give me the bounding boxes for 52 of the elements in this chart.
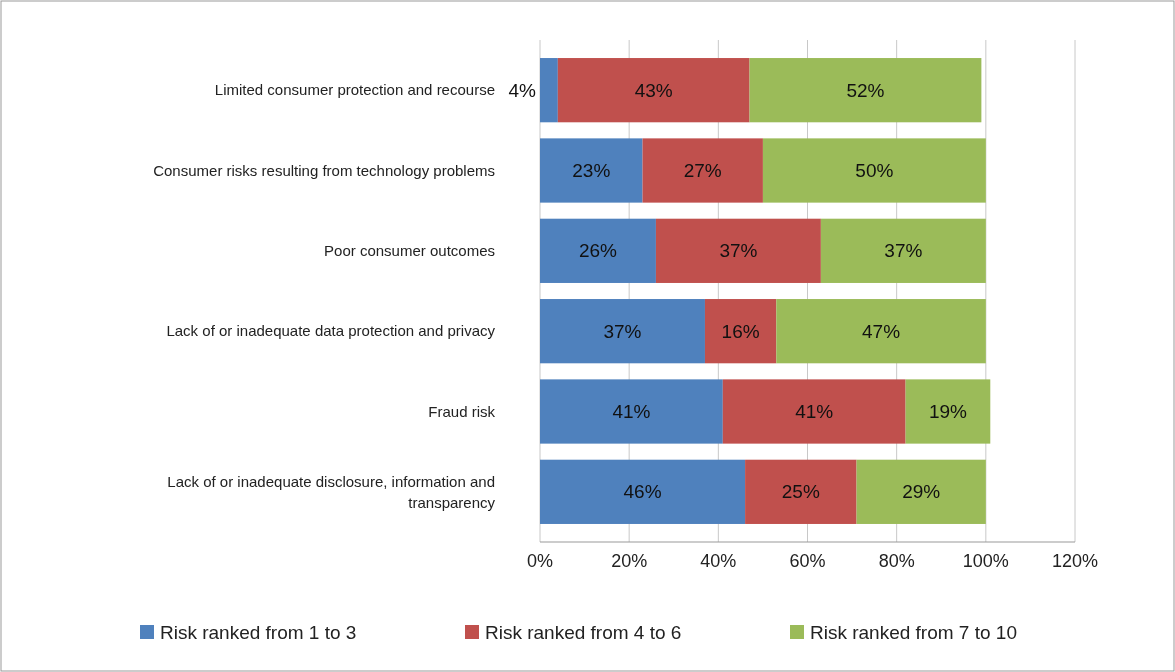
bar	[540, 299, 705, 364]
data-label: 27%	[683, 160, 722, 182]
x-tick-label: 20%	[611, 551, 648, 571]
data-label: 25%	[781, 481, 820, 503]
y-tick-label: Lack of or inadequate disclosure, information and transparency	[167, 473, 496, 512]
bar	[749, 58, 982, 123]
data-label: 16%	[721, 320, 760, 342]
legend-label: Risk ranked from 7 to 10	[810, 621, 1017, 643]
x-tick-label: 0%	[526, 551, 554, 571]
bar	[540, 58, 558, 123]
legend-label: Risk ranked from 1 to 3	[160, 621, 357, 643]
legend-label: Risk ranked from 4 to 6	[485, 621, 682, 643]
data-label: 23%	[572, 160, 611, 182]
data-label: 41%	[612, 401, 651, 423]
bar	[745, 459, 857, 524]
y-tick-label: Poor consumer outcomes	[324, 242, 495, 260]
data-label: 37%	[719, 240, 758, 262]
bar	[762, 138, 986, 203]
bar	[642, 138, 763, 203]
x-tick-label: 60%	[789, 551, 826, 571]
data-label: 41%	[795, 401, 834, 423]
bar	[856, 459, 986, 524]
y-tick-label: Consumer risks resulting from technology problems	[153, 161, 495, 179]
bar	[905, 379, 991, 444]
bar	[557, 58, 750, 123]
data-label: 50%	[855, 160, 894, 182]
bar	[704, 299, 777, 364]
data-label: 43%	[634, 79, 673, 101]
x-tick-label: 120%	[1051, 551, 1099, 571]
bar	[540, 459, 746, 524]
data-label: 29%	[902, 481, 941, 503]
bar	[820, 218, 986, 283]
y-tick-label: Lack of or inadequate data protection and privacy	[166, 322, 496, 340]
data-label: 46%	[623, 481, 662, 503]
bar	[540, 379, 723, 444]
bar	[655, 218, 821, 283]
data-label: 26%	[578, 240, 618, 262]
x-tick-label: 80%	[878, 551, 915, 571]
x-tick-label: 100%	[962, 551, 1009, 571]
data-label: 52%	[846, 79, 885, 101]
bar	[540, 138, 643, 203]
data-label: 47%	[862, 320, 901, 342]
data-label: 4%	[508, 79, 537, 101]
y-tick-label: Limited consumer protection and recourse	[214, 81, 495, 99]
bar	[722, 379, 906, 444]
data-label: 37%	[884, 240, 923, 262]
data-label: 19%	[928, 401, 968, 423]
data-label: 37%	[603, 320, 642, 342]
bar	[776, 299, 986, 364]
bar	[540, 218, 656, 283]
x-tick-label: 40%	[700, 551, 737, 571]
y-tick-label: Fraud risk	[428, 402, 496, 420]
